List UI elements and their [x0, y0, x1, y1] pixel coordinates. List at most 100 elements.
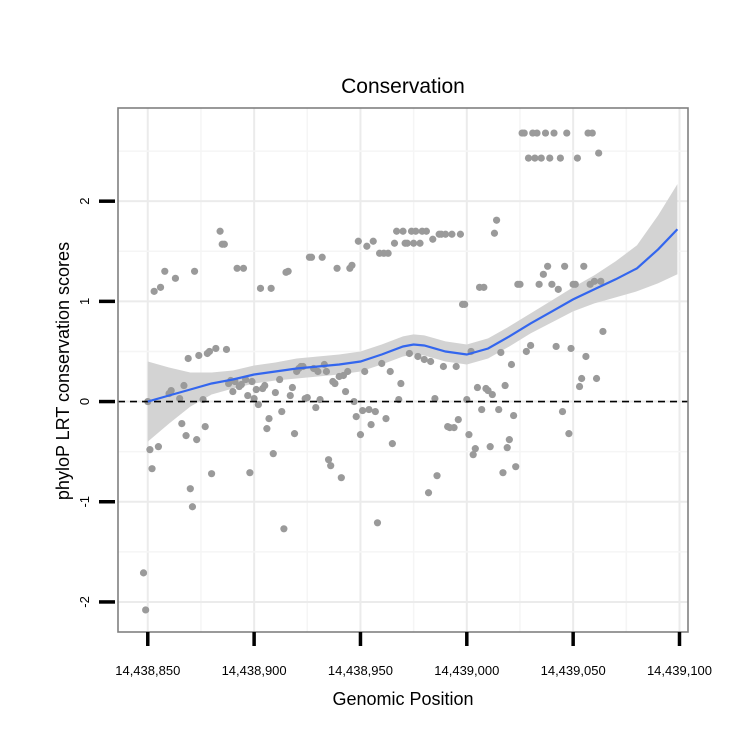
- data-point: [369, 237, 377, 245]
- data-point: [237, 380, 245, 389]
- data-point: [150, 287, 158, 295]
- data-point: [541, 129, 550, 137]
- data-point: [331, 379, 339, 388]
- data-point: [252, 385, 260, 394]
- data-point: [563, 129, 571, 137]
- data-point: [524, 154, 533, 162]
- data-point: [465, 431, 473, 439]
- data-point: [184, 354, 192, 363]
- y-tick-label: 0: [77, 398, 92, 405]
- data-point: [558, 407, 567, 416]
- data-point: [361, 367, 369, 376]
- data-point: [384, 249, 392, 257]
- chart-title: Conservation: [341, 75, 465, 98]
- data-point: [382, 414, 390, 423]
- data-point: [156, 283, 165, 291]
- data-point: [333, 264, 341, 272]
- data-point: [288, 383, 297, 392]
- data-point: [535, 280, 543, 288]
- data-point: [548, 280, 556, 288]
- data-point: [527, 341, 535, 350]
- data-point: [412, 227, 420, 235]
- data-point: [148, 465, 156, 473]
- x-axis-title: Genomic Position: [332, 689, 473, 709]
- data-point: [176, 394, 184, 403]
- data-point: [507, 360, 516, 369]
- y-tick-label: -2: [77, 596, 92, 608]
- data-point: [393, 227, 401, 235]
- data-point: [186, 485, 194, 493]
- data-point: [207, 470, 216, 478]
- data-point: [322, 367, 331, 376]
- data-point: [212, 344, 220, 353]
- data-point: [552, 342, 560, 351]
- y-axis-title: phyloP LRT conservation scores: [53, 242, 73, 500]
- data-point: [420, 355, 428, 364]
- data-point: [597, 277, 605, 285]
- data-point: [261, 381, 269, 390]
- data-point: [216, 227, 224, 235]
- data-point: [244, 391, 252, 400]
- data-point: [388, 440, 396, 448]
- data-point: [450, 424, 458, 432]
- data-point: [441, 230, 450, 238]
- data-point: [180, 381, 188, 390]
- data-point: [495, 405, 503, 414]
- data-point: [246, 469, 254, 477]
- x-tick-label: 14,439,050: [541, 663, 606, 678]
- data-point: [324, 456, 333, 464]
- data-point: [522, 347, 530, 356]
- data-point: [190, 267, 199, 275]
- data-point: [220, 240, 228, 248]
- data-point: [327, 462, 335, 470]
- data-point: [139, 569, 148, 577]
- data-point: [284, 267, 292, 275]
- data-point: [314, 367, 322, 376]
- data-point: [424, 489, 433, 497]
- plot-panel-border: [117, 107, 689, 633]
- data-point: [520, 129, 528, 137]
- confidence-band: [147, 184, 678, 442]
- data-point: [410, 239, 418, 247]
- data-point: [531, 154, 539, 162]
- data-point: [554, 285, 562, 293]
- data-point: [488, 390, 496, 399]
- x-tick-label: 14,438,900: [222, 663, 287, 678]
- data-point: [348, 261, 356, 269]
- data-point: [416, 239, 424, 247]
- data-point: [490, 229, 499, 237]
- data-point: [178, 420, 186, 428]
- data-point: [307, 253, 316, 261]
- data-point: [373, 519, 382, 527]
- data-point: [427, 357, 435, 366]
- data-point: [312, 403, 320, 412]
- data-point: [248, 377, 256, 386]
- y-tick-label: 1: [77, 298, 92, 305]
- data-point: [182, 432, 190, 440]
- data-point: [352, 412, 360, 421]
- data-point: [478, 405, 486, 414]
- data-points: [139, 129, 607, 614]
- data-point: [354, 237, 362, 245]
- data-point: [337, 474, 345, 482]
- data-point: [582, 352, 590, 361]
- data-point: [573, 154, 582, 162]
- data-point: [229, 387, 237, 396]
- data-point: [590, 277, 599, 285]
- data-point: [390, 239, 399, 247]
- data-point: [201, 423, 209, 431]
- data-point: [276, 375, 284, 384]
- x-tick-label: 14,439,000: [434, 663, 499, 678]
- data-point: [431, 394, 439, 403]
- data-point: [250, 394, 258, 403]
- data-point: [269, 450, 277, 458]
- data-point: [473, 383, 482, 392]
- smoothed-trend-line: [147, 228, 679, 403]
- data-point: [595, 149, 603, 157]
- data-point: [397, 379, 405, 388]
- data-point: [448, 230, 456, 238]
- data-point: [256, 284, 265, 292]
- data-point: [356, 431, 365, 439]
- data-point: [403, 239, 411, 247]
